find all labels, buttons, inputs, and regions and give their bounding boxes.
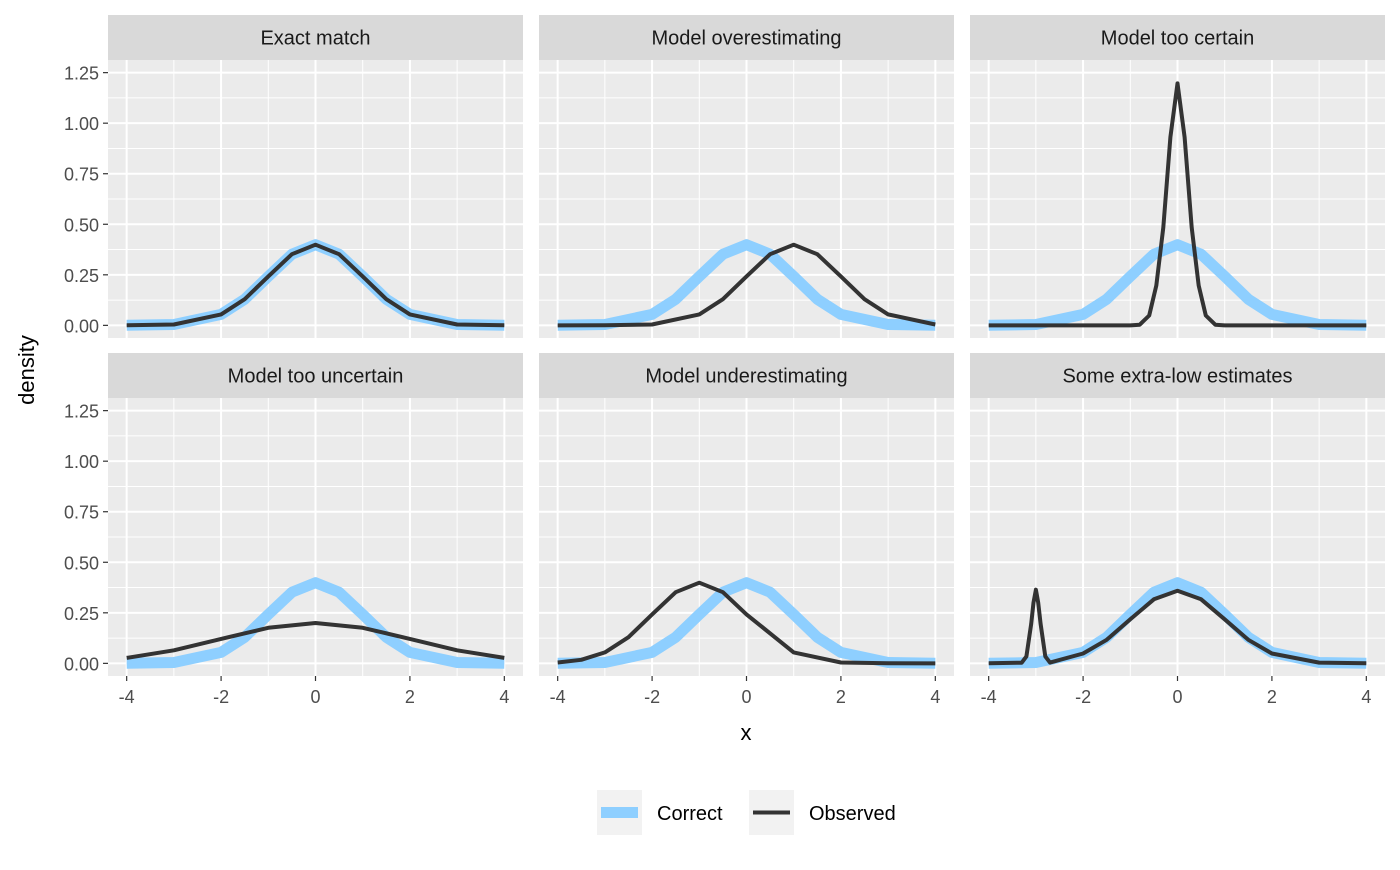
axes-layer: 0.00 0.25 0.50 0.75 1.00 1.25 0.00 0.25 0.50 0.75…	[64, 64, 1371, 707]
y-tick-label: 0.50	[64, 553, 99, 573]
y-tick-label: 0.75	[64, 503, 99, 523]
x-tick-label: -2	[1075, 687, 1091, 707]
legend: Correct Observed	[597, 790, 896, 835]
panel: Model too uncertain	[108, 353, 523, 676]
y-tick-label: 1.25	[64, 64, 99, 84]
panel-title: Model too certain	[1101, 28, 1254, 50]
x-tick-label: 2	[836, 687, 846, 707]
panel: Exact match	[108, 15, 523, 338]
series-line-correct	[557, 577, 936, 669]
x-tick-label: -4	[550, 687, 566, 707]
series-line-correct	[988, 239, 1367, 331]
series-line-observed	[557, 242, 936, 328]
series-line-correct	[557, 239, 936, 331]
x-tick-label: -2	[213, 687, 229, 707]
panel-strip	[970, 15, 1385, 60]
series-line-observed	[126, 621, 505, 660]
panels-layer: Exact match Model overestimating Model too…	[108, 15, 1385, 676]
y-tick-label: 1.00	[64, 452, 99, 472]
x-tick-label: 4	[1361, 687, 1371, 707]
x-axis-title: x	[741, 720, 752, 745]
panel: Model overestimating	[539, 15, 954, 338]
x-tick-label: 0	[310, 687, 320, 707]
legend-item: Correct	[597, 790, 723, 835]
x-tick-label: 4	[499, 687, 509, 707]
y-tick-label: 0.00	[64, 316, 99, 336]
legend-label: Observed	[809, 803, 896, 825]
y-tick-label: 0.50	[64, 215, 99, 235]
panel-strip	[108, 15, 523, 60]
panel-strip	[108, 353, 523, 398]
y-tick-label: 0.00	[64, 654, 99, 674]
series-line-correct	[126, 577, 505, 669]
panel: Model underestimating	[539, 353, 954, 676]
x-tick-label: -2	[644, 687, 660, 707]
panel-title: Model too uncertain	[228, 366, 404, 388]
y-tick-label: 0.25	[64, 604, 99, 624]
panel: Some extra-low estimates	[970, 353, 1385, 676]
x-tick-label: 2	[1267, 687, 1277, 707]
series-line-observed	[126, 242, 505, 328]
series-line-observed	[988, 587, 1367, 666]
y-tick-label: 0.25	[64, 266, 99, 286]
y-tick-label: 1.25	[64, 402, 99, 422]
panel-strip	[970, 353, 1385, 398]
y-tick-label: 0.75	[64, 165, 99, 185]
legend-item: Observed	[749, 790, 896, 835]
panel-strip	[539, 15, 954, 60]
panel-title: Exact match	[260, 28, 370, 50]
x-tick-label: 2	[405, 687, 415, 707]
x-tick-label: -4	[119, 687, 135, 707]
series-line-observed	[988, 81, 1367, 328]
x-tick-label: 0	[1172, 687, 1182, 707]
x-tick-label: 4	[930, 687, 940, 707]
y-tick-label: 1.00	[64, 114, 99, 134]
panel-title: Model overestimating	[651, 28, 841, 50]
series-line-observed	[557, 580, 936, 666]
y-axis-title: density	[14, 335, 39, 405]
panel-strip	[539, 353, 954, 398]
panel-title: Model underestimating	[645, 366, 847, 388]
panel-title: Some extra-low estimates	[1062, 366, 1292, 388]
legend-label: Correct	[657, 803, 723, 825]
x-tick-label: -4	[981, 687, 997, 707]
x-tick-label: 0	[741, 687, 751, 707]
panel: Model too certain	[970, 15, 1385, 338]
